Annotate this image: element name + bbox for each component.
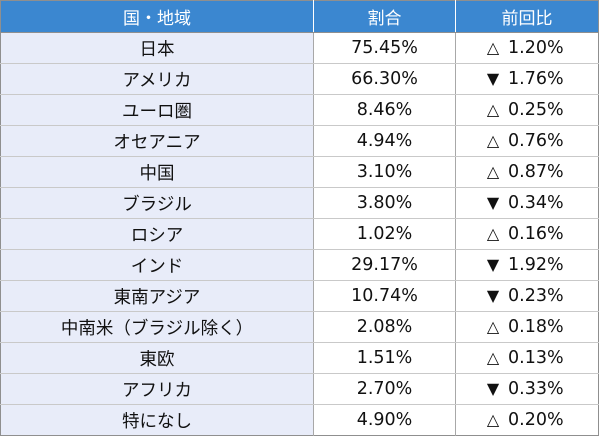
change-cell: ▼ 1.92% bbox=[455, 249, 599, 281]
change-cell: ▼ 0.34% bbox=[455, 187, 599, 219]
table-row: ブラジル 3.80% ▼ 0.34% bbox=[0, 187, 599, 219]
table-row: アメリカ 66.30% ▼ 1.76% bbox=[0, 63, 599, 95]
region-cell: ブラジル bbox=[0, 187, 314, 219]
up-triangle-icon: △ bbox=[486, 38, 500, 57]
change-cell: △ 0.25% bbox=[455, 94, 599, 126]
change-cell: △ 0.76% bbox=[455, 125, 599, 157]
share-cell: 75.45% bbox=[313, 32, 456, 64]
down-triangle-icon: ▼ bbox=[486, 193, 500, 212]
table-row: 中国 3.10% △ 0.87% bbox=[0, 156, 599, 188]
region-share-table: 国・地域 割合 前回比 日本 75.45% △ 1.20% アメリカ 66.30% ▼ 1.7… bbox=[0, 0, 599, 436]
table-body: 日本 75.45% △ 1.20% アメリカ 66.30% ▼ 1.76% ユーロ圏 8.46% △… bbox=[0, 32, 599, 436]
region-cell: 日本 bbox=[0, 32, 314, 64]
change-value: 0.33% bbox=[508, 379, 564, 399]
share-cell: 1.02% bbox=[313, 218, 456, 250]
up-triangle-icon: △ bbox=[486, 348, 500, 367]
table-row: 東南アジア 10.74% ▼ 0.23% bbox=[0, 280, 599, 312]
change-value: 1.92% bbox=[508, 255, 564, 275]
change-cell: ▼ 0.33% bbox=[455, 373, 599, 405]
down-triangle-icon: ▼ bbox=[486, 255, 500, 274]
table-row: オセアニア 4.94% △ 0.76% bbox=[0, 125, 599, 157]
change-cell: △ 0.13% bbox=[455, 342, 599, 374]
region-cell: 特になし bbox=[0, 404, 314, 436]
change-value: 0.23% bbox=[508, 286, 564, 306]
change-cell: ▼ 0.23% bbox=[455, 280, 599, 312]
change-cell: △ 0.16% bbox=[455, 218, 599, 250]
table-row: 東欧 1.51% △ 0.13% bbox=[0, 342, 599, 374]
up-triangle-icon: △ bbox=[486, 317, 500, 336]
region-cell: アフリカ bbox=[0, 373, 314, 405]
change-value: 0.20% bbox=[508, 410, 564, 430]
change-value: 0.87% bbox=[508, 162, 564, 182]
change-value: 0.18% bbox=[508, 317, 564, 337]
change-cell: ▼ 1.76% bbox=[455, 63, 599, 95]
table-row: 日本 75.45% △ 1.20% bbox=[0, 32, 599, 64]
region-cell: ロシア bbox=[0, 218, 314, 250]
table-row: ロシア 1.02% △ 0.16% bbox=[0, 218, 599, 250]
table-row: アフリカ 2.70% ▼ 0.33% bbox=[0, 373, 599, 405]
change-value: 0.76% bbox=[508, 131, 564, 151]
change-cell: △ 0.87% bbox=[455, 156, 599, 188]
change-value: 1.76% bbox=[508, 69, 564, 89]
share-cell: 1.51% bbox=[313, 342, 456, 374]
share-cell: 66.30% bbox=[313, 63, 456, 95]
up-triangle-icon: △ bbox=[486, 224, 500, 243]
share-cell: 4.94% bbox=[313, 125, 456, 157]
change-cell: △ 0.18% bbox=[455, 311, 599, 343]
change-value: 0.13% bbox=[508, 348, 564, 368]
share-cell: 2.08% bbox=[313, 311, 456, 343]
share-cell: 8.46% bbox=[313, 94, 456, 126]
up-triangle-icon: △ bbox=[486, 131, 500, 150]
up-triangle-icon: △ bbox=[486, 162, 500, 181]
table-header: 国・地域 割合 前回比 bbox=[0, 0, 599, 33]
up-triangle-icon: △ bbox=[486, 100, 500, 119]
change-value: 1.20% bbox=[508, 38, 564, 58]
table-row: ユーロ圏 8.46% △ 0.25% bbox=[0, 94, 599, 126]
region-cell: 東南アジア bbox=[0, 280, 314, 312]
share-cell: 3.80% bbox=[313, 187, 456, 219]
region-cell: 東欧 bbox=[0, 342, 314, 374]
table-row: 特になし 4.90% △ 0.20% bbox=[0, 404, 599, 436]
column-header-share: 割合 bbox=[313, 0, 456, 33]
share-cell: 29.17% bbox=[313, 249, 456, 281]
change-value: 0.16% bbox=[508, 224, 564, 244]
change-value: 0.34% bbox=[508, 193, 564, 213]
table-row: インド 29.17% ▼ 1.92% bbox=[0, 249, 599, 281]
up-triangle-icon: △ bbox=[486, 410, 500, 429]
share-cell: 3.10% bbox=[313, 156, 456, 188]
share-cell: 2.70% bbox=[313, 373, 456, 405]
change-cell: △ 1.20% bbox=[455, 32, 599, 64]
header-row: 国・地域 割合 前回比 bbox=[0, 0, 599, 33]
share-cell: 10.74% bbox=[313, 280, 456, 312]
region-cell: 中国 bbox=[0, 156, 314, 188]
down-triangle-icon: ▼ bbox=[486, 379, 500, 398]
column-header-change: 前回比 bbox=[455, 0, 599, 33]
region-cell: アメリカ bbox=[0, 63, 314, 95]
down-triangle-icon: ▼ bbox=[486, 69, 500, 88]
region-cell: 中南米（ブラジル除く） bbox=[0, 311, 314, 343]
change-cell: △ 0.20% bbox=[455, 404, 599, 436]
region-cell: ユーロ圏 bbox=[0, 94, 314, 126]
share-cell: 4.90% bbox=[313, 404, 456, 436]
column-header-region: 国・地域 bbox=[0, 0, 314, 33]
region-cell: インド bbox=[0, 249, 314, 281]
change-value: 0.25% bbox=[508, 100, 564, 120]
region-cell: オセアニア bbox=[0, 125, 314, 157]
table-row: 中南米（ブラジル除く） 2.08% △ 0.18% bbox=[0, 311, 599, 343]
down-triangle-icon: ▼ bbox=[486, 286, 500, 305]
